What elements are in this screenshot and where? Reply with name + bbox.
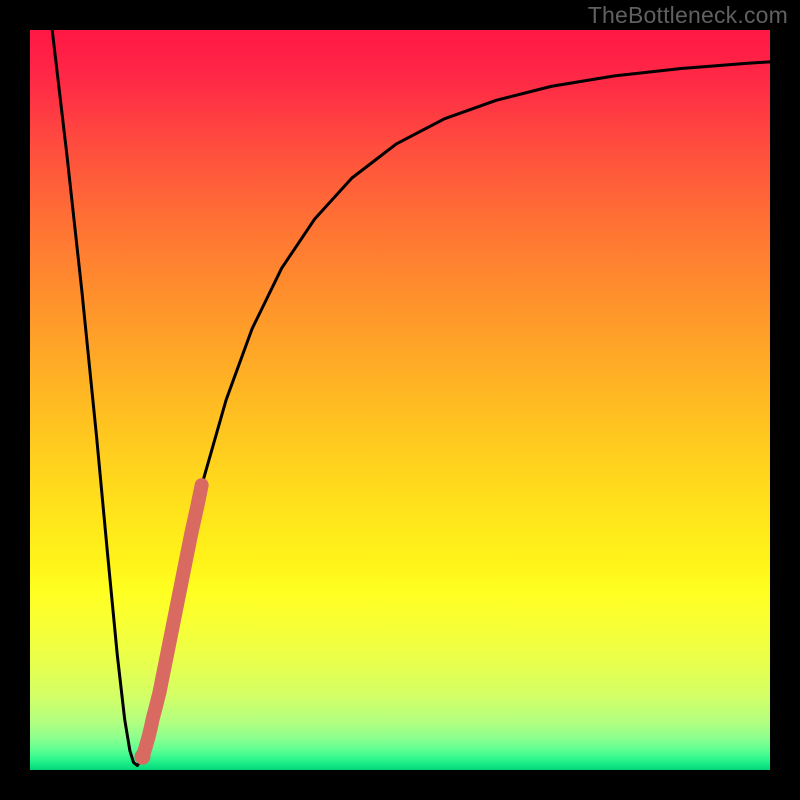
- highlight-end-dot: [134, 749, 150, 765]
- chart-stage: TheBottleneck.com: [0, 0, 800, 800]
- watermark-text: TheBottleneck.com: [588, 2, 788, 29]
- bottleneck-chart: [0, 0, 800, 800]
